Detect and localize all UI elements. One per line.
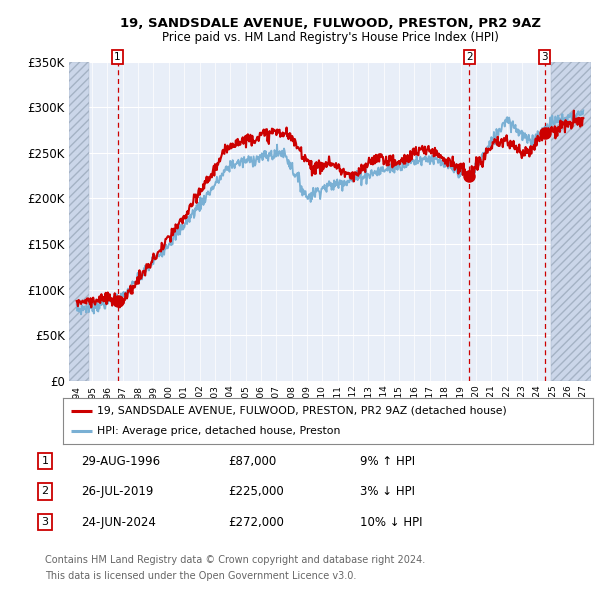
Text: 3: 3 <box>41 517 49 527</box>
Text: 19, SANDSDALE AVENUE, FULWOOD, PRESTON, PR2 9AZ: 19, SANDSDALE AVENUE, FULWOOD, PRESTON, … <box>119 17 541 30</box>
Text: This data is licensed under the Open Government Licence v3.0.: This data is licensed under the Open Gov… <box>45 571 356 581</box>
Text: 26-JUL-2019: 26-JUL-2019 <box>81 485 154 498</box>
Text: £272,000: £272,000 <box>228 516 284 529</box>
Text: Contains HM Land Registry data © Crown copyright and database right 2024.: Contains HM Land Registry data © Crown c… <box>45 555 425 565</box>
Text: 24-JUN-2024: 24-JUN-2024 <box>81 516 156 529</box>
Text: HPI: Average price, detached house, Preston: HPI: Average price, detached house, Pres… <box>97 427 341 437</box>
Text: 2: 2 <box>41 487 49 496</box>
Text: 10% ↓ HPI: 10% ↓ HPI <box>360 516 422 529</box>
Bar <box>69 62 89 381</box>
Text: 29-AUG-1996: 29-AUG-1996 <box>81 455 160 468</box>
Bar <box>551 62 591 381</box>
Text: 3: 3 <box>541 52 548 62</box>
Text: £87,000: £87,000 <box>228 455 276 468</box>
Text: 1: 1 <box>114 52 121 62</box>
Text: 2: 2 <box>466 52 473 62</box>
Text: Price paid vs. HM Land Registry's House Price Index (HPI): Price paid vs. HM Land Registry's House … <box>161 31 499 44</box>
Text: 19, SANDSDALE AVENUE, FULWOOD, PRESTON, PR2 9AZ (detached house): 19, SANDSDALE AVENUE, FULWOOD, PRESTON, … <box>97 405 507 415</box>
Text: £225,000: £225,000 <box>228 485 284 498</box>
Text: 9% ↑ HPI: 9% ↑ HPI <box>360 455 415 468</box>
Text: 3% ↓ HPI: 3% ↓ HPI <box>360 485 415 498</box>
Text: 1: 1 <box>41 457 49 466</box>
